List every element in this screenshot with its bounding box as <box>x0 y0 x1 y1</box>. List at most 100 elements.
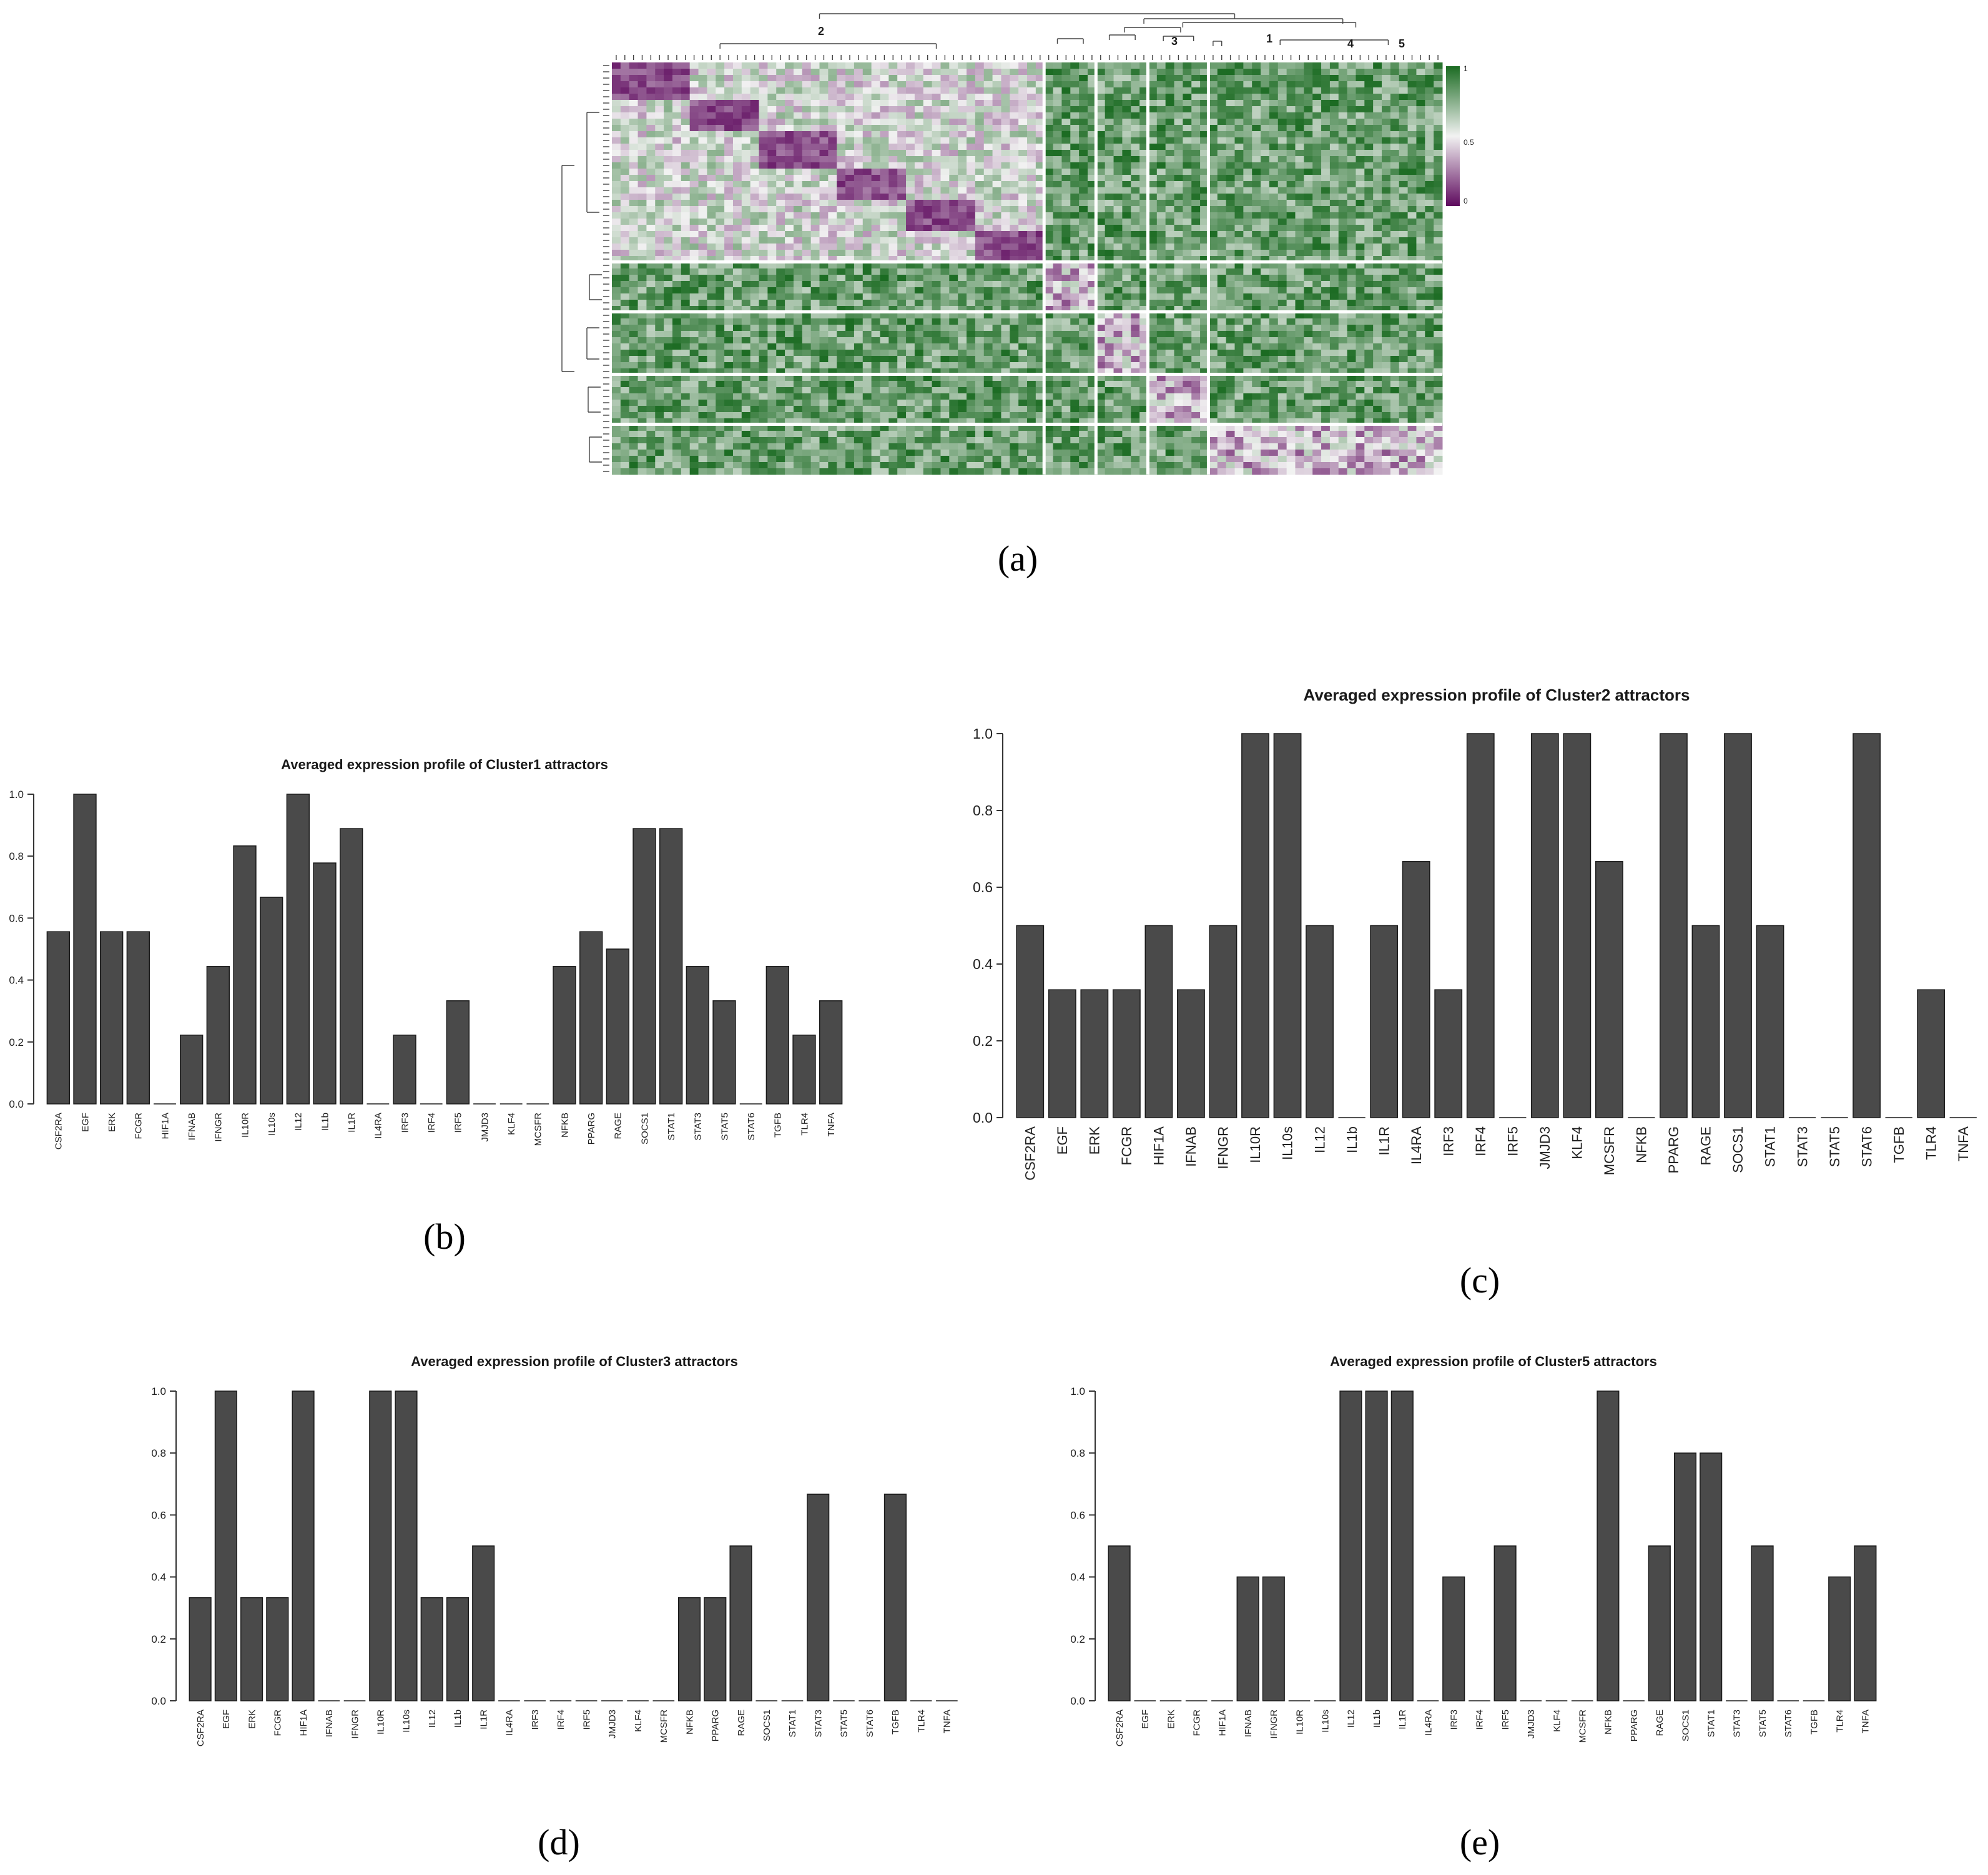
heatmap-cell <box>750 331 760 338</box>
heatmap-cell <box>837 356 846 363</box>
heatmap-cell <box>880 150 889 157</box>
heatmap-cell <box>1407 300 1417 307</box>
heatmap-cell <box>1399 219 1409 225</box>
heatmap-cell <box>785 287 794 294</box>
heatmap-cell <box>1113 181 1123 188</box>
heatmap-cell <box>681 343 691 350</box>
heatmap-cell <box>732 244 742 250</box>
heatmap-cell <box>1347 156 1356 163</box>
heatmap-cell <box>1156 162 1166 169</box>
heatmap-cell <box>1312 187 1322 194</box>
heatmap-cell <box>1035 187 1045 194</box>
heatmap-cell <box>914 343 924 350</box>
heatmap-cell <box>1304 144 1313 150</box>
heatmap-cell <box>906 325 915 332</box>
heatmap-cell <box>888 175 898 182</box>
heatmap-cell <box>1001 75 1010 82</box>
heatmap-cell <box>1243 156 1252 163</box>
heatmap-cell <box>923 194 933 200</box>
heatmap-cell <box>880 106 889 113</box>
heatmap-cell <box>646 262 656 269</box>
heatmap-cell <box>750 281 760 288</box>
heatmap-cell <box>1217 169 1227 175</box>
heatmap-cell <box>810 306 820 313</box>
heatmap-cell <box>871 150 880 157</box>
heatmap-cell <box>1226 62 1235 69</box>
heatmap-cell <box>1286 368 1296 375</box>
heatmap-cell <box>1096 112 1106 119</box>
heatmap-cell <box>707 368 716 375</box>
heatmap-cell <box>1010 194 1019 200</box>
heatmap-cell <box>1183 337 1192 344</box>
heatmap-cell <box>1321 331 1331 338</box>
heatmap-cell <box>1347 62 1356 69</box>
heatmap-cell <box>1113 119 1123 125</box>
heatmap-cell <box>1053 231 1062 238</box>
heatmap-cell <box>1208 275 1218 282</box>
heatmap-cell <box>1053 62 1062 69</box>
heatmap-cell <box>932 144 941 150</box>
heatmap-cell <box>724 187 734 194</box>
heatmap-cell <box>819 281 829 288</box>
heatmap-cell <box>672 187 682 194</box>
heatmap-cell <box>689 362 699 369</box>
heatmap-cell <box>681 368 691 375</box>
heatmap-cell <box>759 75 768 82</box>
heatmap-cell <box>906 362 915 369</box>
heatmap-cell <box>1434 343 1443 350</box>
heatmap-cell <box>1399 312 1409 319</box>
heatmap-cell <box>1226 281 1235 288</box>
heatmap-cell <box>1286 75 1296 82</box>
heatmap-cell <box>958 275 967 282</box>
heatmap-cell <box>967 256 976 263</box>
heatmap-cell <box>1269 256 1279 263</box>
heatmap-cell <box>983 112 993 119</box>
heatmap-cell <box>664 156 673 163</box>
heatmap-cell <box>914 256 924 263</box>
heatmap-cell <box>1329 231 1339 238</box>
heatmap-cell <box>1027 231 1036 238</box>
heatmap-cell <box>1027 281 1036 288</box>
heatmap-cell <box>1096 87 1106 94</box>
heatmap-cell <box>1087 225 1097 232</box>
heatmap-cell <box>1010 206 1019 213</box>
heatmap-cell <box>689 162 699 169</box>
heatmap-cell <box>1234 87 1244 94</box>
heatmap-cell <box>707 244 716 250</box>
heatmap-cell <box>828 169 837 175</box>
heatmap-cell <box>992 119 1001 125</box>
heatmap-cell <box>967 131 976 138</box>
heatmap-cell <box>767 275 777 282</box>
heatmap-cell <box>698 256 707 263</box>
heatmap-cell <box>1217 219 1227 225</box>
heatmap-cell <box>1416 237 1425 244</box>
heatmap-cell <box>1434 268 1443 275</box>
heatmap-cell <box>1425 300 1434 307</box>
heatmap-cell <box>1061 75 1071 82</box>
heatmap-cell <box>1338 125 1348 132</box>
heatmap-cell <box>1304 262 1313 269</box>
heatmap-cell <box>1131 94 1140 101</box>
heatmap-cell <box>1269 337 1279 344</box>
heatmap-cell <box>1304 162 1313 169</box>
heatmap-cell <box>983 125 993 132</box>
heatmap-cell <box>1070 325 1080 332</box>
heatmap-cell <box>689 343 699 350</box>
heatmap-cell <box>1243 287 1252 294</box>
heatmap-cell <box>1053 368 1062 375</box>
heatmap-cell <box>629 187 639 194</box>
heatmap-cell <box>837 131 846 138</box>
heatmap-cell <box>1390 306 1400 313</box>
heatmap-cell <box>716 225 725 232</box>
heatmap-cell <box>1087 175 1097 182</box>
heatmap-cell <box>1087 137 1097 144</box>
heatmap-cell <box>767 256 777 263</box>
heatmap-cell <box>880 325 889 332</box>
heatmap-cell <box>681 356 691 363</box>
heatmap-cell <box>681 156 691 163</box>
heatmap-cell <box>854 187 864 194</box>
heatmap-cell <box>1382 256 1391 263</box>
heatmap-cell <box>732 262 742 269</box>
heatmap-cell <box>689 62 699 69</box>
heatmap-cell <box>949 87 958 94</box>
